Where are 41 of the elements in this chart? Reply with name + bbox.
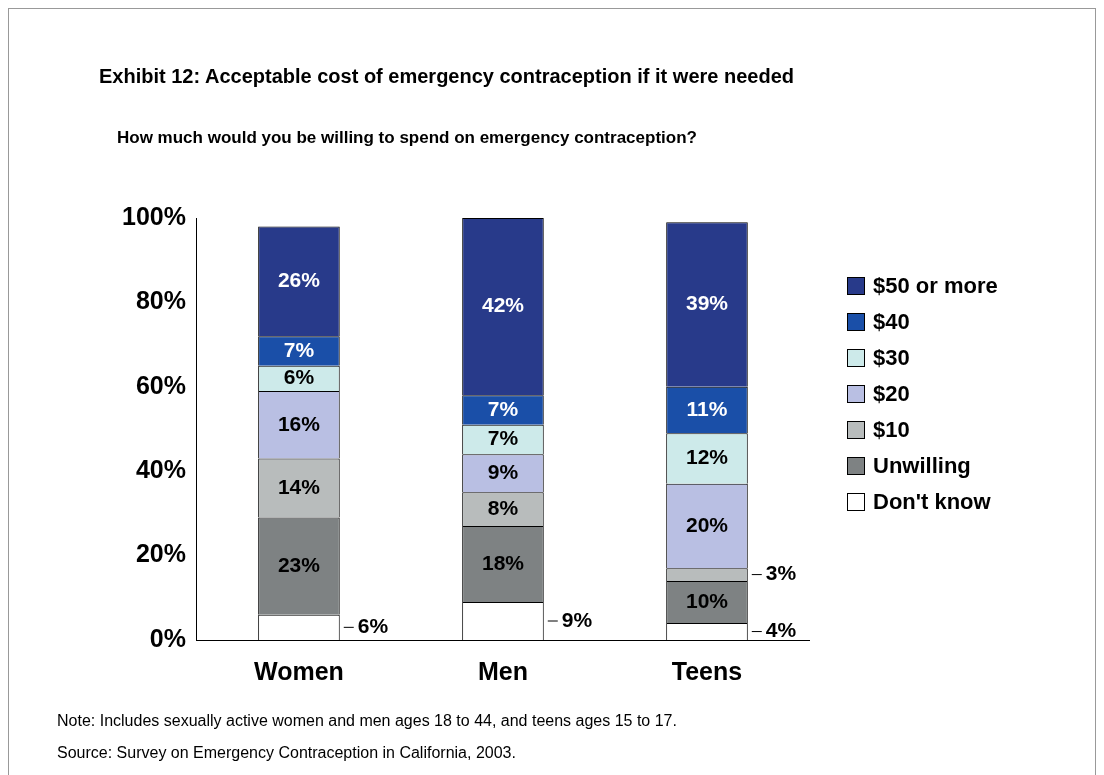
y-tick-label: 20%	[135, 539, 186, 568]
data-label: 11%	[686, 396, 728, 420]
data-label: 6%	[283, 365, 315, 389]
x-tick-label: Women	[254, 656, 344, 685]
data-label: 7%	[487, 426, 519, 450]
legend-label: $20	[873, 381, 910, 407]
text: Don't know	[873, 489, 991, 515]
chart-subtitle: How much would you be willing to spend on emergency contraception?	[117, 128, 698, 148]
y-tick-label: 80%	[135, 286, 186, 315]
data-label: 23%	[277, 552, 321, 576]
data-label: 7%	[487, 396, 519, 420]
data-label: 42%	[481, 293, 525, 317]
legend-label: $10	[873, 417, 910, 443]
x-tick-label: Men	[477, 656, 528, 685]
legend-label: $30	[873, 345, 910, 371]
data-label: 3%	[765, 561, 797, 585]
x-tick-label: Teens	[671, 656, 743, 685]
chart-title: Exhibit 12: Acceptable cost of emergency contraception if it were needed	[99, 65, 795, 88]
source-note: Source: Survey on Emergency Contraception in California, 2003.	[57, 744, 517, 762]
data-label: 39%	[685, 291, 729, 315]
data-label: 7%	[283, 337, 315, 361]
data-label: 4%	[765, 618, 797, 642]
data-label: 26%	[277, 268, 321, 292]
data-label: 12%	[685, 445, 729, 469]
legend-label: Unwilling	[873, 453, 971, 479]
y-tick-label: 100%	[121, 201, 186, 230]
data-label: 14%	[277, 474, 321, 498]
data-label: 20%	[685, 512, 729, 536]
y-tick-label: 0%	[149, 623, 186, 652]
data-label: 10%	[685, 588, 729, 612]
legend-label: $50 or more	[873, 273, 998, 299]
legend-label: $40	[873, 309, 910, 335]
y-tick-label: 40%	[135, 455, 186, 484]
text: Note: Includes sexually active women and men ages 18 to 44, and teens ages 15 to 17.	[57, 712, 678, 730]
data-label: 9%	[561, 607, 593, 631]
data-label: 8%	[487, 495, 519, 519]
y-tick-label: 60%	[135, 370, 186, 399]
data-label: 18%	[481, 550, 525, 574]
data-label: 16%	[277, 411, 321, 435]
data-label: 9%	[487, 460, 519, 484]
data-label: 6%	[357, 614, 389, 638]
